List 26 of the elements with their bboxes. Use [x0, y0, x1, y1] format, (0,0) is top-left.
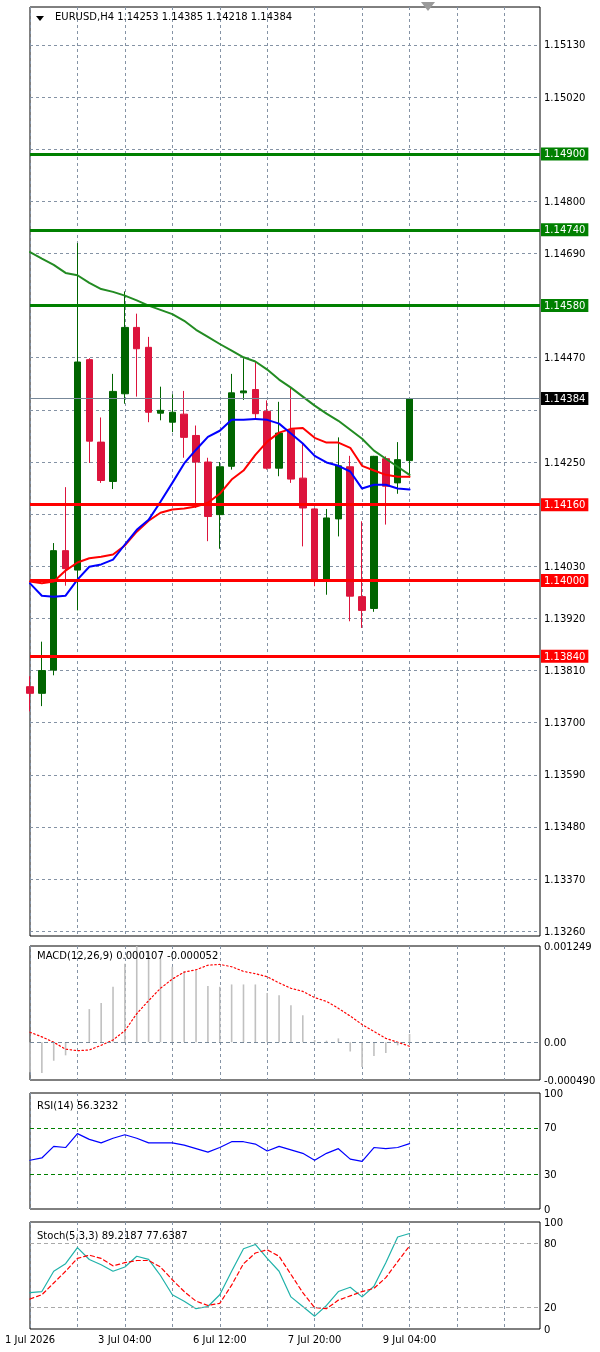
y-tick-label: 0.00	[544, 1036, 567, 1048]
y-tick-label: 0	[544, 1203, 551, 1215]
text: RSI(14) 56.3232	[37, 1099, 119, 1111]
y-tick-label: 0	[544, 1323, 551, 1335]
y-tick-label: 30	[544, 1168, 557, 1180]
x-tick-label: 3 Jul 04:00	[98, 1333, 152, 1345]
y-tick-label: 100	[544, 1087, 564, 1099]
candlestick	[50, 542, 57, 676]
line-series	[29, 1245, 411, 1310]
y-tick-label: 100	[544, 1216, 564, 1228]
x-tick-label: 6 Jul 12:00	[192, 1333, 247, 1345]
line-series	[29, 1133, 411, 1163]
line-series	[29, 963, 411, 1052]
y-tick-label: 70	[544, 1122, 557, 1134]
x-tick-label: 1 Jul 2026	[4, 1333, 56, 1345]
x-tick-label: 7 Jul 20:00	[287, 1333, 342, 1345]
line-series	[29, 1232, 411, 1317]
x-tick-label: 9 Jul 04:00	[382, 1333, 437, 1345]
y-tick-label: -0.000490	[544, 1074, 596, 1086]
y-tick-label: 20	[544, 1302, 557, 1314]
y-tick-label: 0.001249	[544, 940, 592, 952]
text: Stoch(5,3,3) 89.2187 77.6387	[37, 1229, 188, 1241]
y-tick-label: 80	[544, 1237, 557, 1249]
candlestick	[26, 675, 34, 712]
candlestick	[38, 641, 46, 707]
chart-title: MACD(12,26,9) 0.000107 -0.000052	[37, 949, 219, 961]
